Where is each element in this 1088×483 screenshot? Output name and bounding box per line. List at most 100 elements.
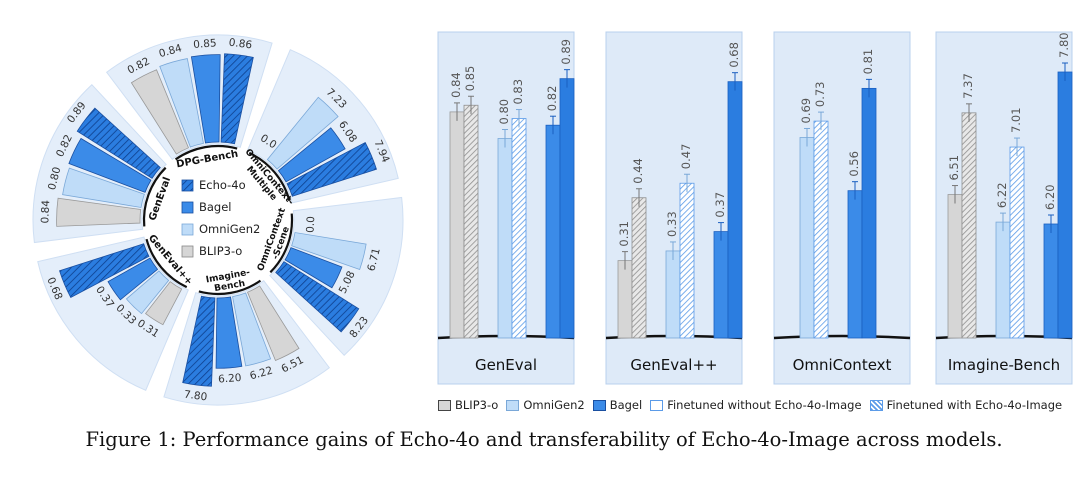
bar-label-imagine-bench-omni: 6.22 [995,182,1009,208]
bar-geneval-blip [617,260,633,339]
bar-label-geneval-bagel-ft: 0.68 [727,42,741,68]
radial-value-omnicontext-scene-omnigen2: 6.71 [365,247,382,273]
bar-geneval-blip-ft [631,197,647,339]
radial-bar-dpg-bench-echo-4o [220,53,254,145]
radial-legend-bagel: Bagel [199,200,232,214]
bar-label-omnicontext-bagel: 0.56 [847,151,861,177]
bar-geneval-bagel-ft [727,81,743,339]
bar-label-imagine-bench-omni-ft: 7.01 [1009,107,1023,133]
bar-geneval-bagel [545,124,561,339]
radial-legend-swatch-omnigen [181,223,194,236]
bar-label-omnicontext-omni-ft: 0.73 [813,81,827,107]
bar-label-geneval-bagel: 0.82 [545,86,559,112]
radial-bar-geneval-blip3-o [56,197,142,227]
radial-axis-geneval [145,238,188,289]
legend-label-omnigen: OmniGen2 [523,398,585,412]
legend-item-omnigen: OmniGen2 [506,398,585,412]
legend-swatch-with [869,399,883,411]
bar-label-geneval-omni: 0.33 [665,211,679,237]
legend-item-with: Finetuned with Echo-4o-Image [869,398,1063,412]
bar-label-omnicontext-omni: 0.69 [799,98,813,124]
radial-bar-geneval-omnigen2 [62,167,145,208]
figure-caption: Figure 1: Performance gains of Echo-4o a… [85,428,1003,451]
radial-axis-imagine-bench [198,279,262,296]
radial-axis-omnicontext-multiple [248,151,291,202]
radial-axis-dpg-bench [174,144,238,161]
radial-bar-imagine-bench-bagel [215,296,243,369]
radial-legend-swatch-echo [181,179,194,192]
radial-bar-imagine-bench-echo-4o [182,295,216,387]
bar-legend: BLIP3-o OmniGen2 Bagel Finetuned without… [438,395,1070,415]
legend-item-without: Finetuned without Echo-4o-Image [650,398,862,412]
radial-axis-geneval [142,166,167,227]
radial-bar-omnicontext-scene-omnigen2 [291,232,367,270]
bar-label-imagine-bench-bagel-ft: 7.80 [1057,32,1071,58]
radial-value-imagine-bench-bagel: 6.20 [218,372,242,386]
radial-legend-swatch-blip [181,245,194,258]
bar-geneval-blip-ft [463,104,479,339]
bar-geneval-bagel [713,231,729,339]
bar-geneval-omni [497,138,513,339]
radial-value-geneval-blip3-o: 0.84 [39,199,52,223]
radial-value-geneval-omnigen2: 0.80 [46,166,63,192]
legend-label-with: Finetuned with Echo-4o-Image [886,398,1063,412]
radial-bar-geneval-bagel [107,257,159,301]
radial-legend-echo: Echo-4o [199,178,246,192]
panel-omnicontext [773,31,911,385]
bar-label-geneval-bagel-ft: 0.89 [559,39,573,65]
legend-swatch-omnigen [506,399,520,411]
bar-omnicontext-bagel [847,190,863,339]
bar-label-geneval-blip-ft: 0.85 [463,66,477,92]
legend-swatch-blip [438,399,451,411]
bar-omnicontext-omni-ft [813,120,829,339]
legend-label-without: Finetuned without Echo-4o-Image [667,398,862,412]
radial-bar-imagine-bench-blip3-o [247,285,300,361]
radial-legend-omnigen: OmniGen2 [199,222,260,236]
bar-imagine-bench-blip-ft [961,112,977,339]
radial-bar-omnicontext-multiple-echo-4o [286,141,377,197]
bar-omnicontext-omni [799,137,815,339]
radial-value-imagine-bench-echo-4o: 7.80 [183,389,208,404]
bar-label-imagine-bench-blip-ft: 7.37 [961,73,975,99]
bar-label-geneval-omni-ft: 0.83 [511,79,525,105]
bar-label-geneval-blip-ft: 0.44 [631,158,645,184]
bar-imagine-bench-omni [995,221,1011,339]
radial-bar-geneval-bagel [68,137,152,193]
bar-label-geneval-omni: 0.80 [497,99,511,125]
bar-geneval-blip [449,111,465,339]
bar-imagine-bench-bagel-ft [1057,71,1073,339]
radial-bar-geneval-blip3-o [145,281,183,326]
radial-value-dpg-bench-bagel: 0.85 [193,37,217,51]
bar-label-omnicontext-bagel-ft: 0.81 [861,49,875,75]
bar-label-imagine-bench-blip: 6.51 [947,155,961,181]
radial-bar-dpg-bench-blip3-o [130,69,189,155]
legend-item-bagel: Bagel [592,398,643,412]
radial-bar-geneval-omnigen2 [125,270,170,315]
radial-legend-blip: BLIP3-o [199,244,242,258]
legend-label-blip: BLIP3-o [455,398,499,412]
panel-baseline-omnicontext [773,334,911,340]
legend-label-bagel: Bagel [609,398,643,412]
radial-bar-omnicontext-scene-bagel [284,247,343,289]
radial-legend-swatch-bagel [181,201,194,214]
bar-geneval-omni [665,250,681,339]
radial-value-dpg-bench-echo-4o: 0.86 [228,37,253,52]
radial-bar-omnicontext-multiple-bagel [277,127,346,183]
bar-geneval-bagel-ft [559,78,575,339]
radial-bar-omnicontext-scene-echo-4o [275,261,360,333]
radial-bar-geneval-echo-4o [76,107,161,179]
bar-imagine-bench-blip [947,194,963,339]
bar-label-geneval-bagel: 0.37 [713,192,727,218]
radial-axis-omnicontext-scene [269,213,294,274]
bar-omnicontext-bagel-ft [861,87,877,339]
bar-label-geneval-omni-ft: 0.47 [679,144,693,170]
radial-bar-dpg-bench-omnigen2 [159,58,204,148]
bar-label-imagine-bench-bagel: 6.20 [1043,184,1057,210]
legend-swatch-bagel [592,399,606,411]
panel-title-geneval: GenEval++ [630,356,717,374]
bar-geneval-omni-ft [511,118,527,339]
bar-label-geneval-blip: 0.31 [617,221,631,247]
legend-item-blip: BLIP3-o [438,398,498,412]
radial-bar-geneval-echo-4o [59,243,150,299]
